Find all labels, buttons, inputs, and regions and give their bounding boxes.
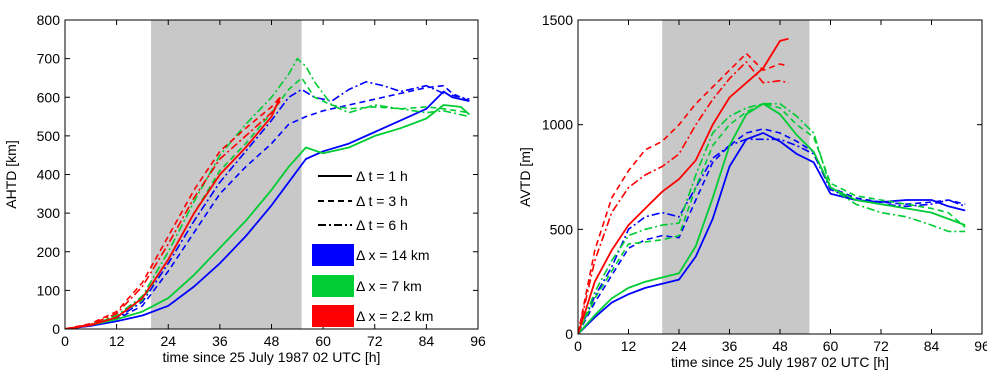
y-tick-label: 200 bbox=[37, 244, 61, 260]
y-tick-label: 700 bbox=[37, 51, 61, 67]
x-tick-label: 12 bbox=[109, 333, 125, 349]
x-tick-label: 12 bbox=[621, 338, 637, 354]
chart-avtd: 0 12 24 36 48 60 72 84 96 0 500 1000 1500 time since … bbox=[517, 12, 987, 370]
series-line-dashdot bbox=[65, 81, 470, 329]
x-tick-label: 60 bbox=[315, 333, 331, 349]
series-line-dashed bbox=[65, 96, 281, 329]
legend: Δ t = 1 h Δ t = 3 h Δ t = 6 h Δ x = 14 km Δ … bbox=[312, 168, 433, 327]
x-tick-label: 48 bbox=[264, 333, 280, 349]
series-group bbox=[578, 37, 966, 334]
series-line-solid bbox=[578, 102, 966, 334]
y-axis-label: AVTD [m] bbox=[517, 147, 533, 207]
y-tick-label: 1000 bbox=[542, 117, 573, 133]
legend-label: Δ t = 1 h bbox=[356, 168, 408, 184]
series-line-dashed bbox=[578, 52, 789, 334]
x-tick-label: 60 bbox=[823, 338, 839, 354]
series-line-dashed bbox=[578, 102, 966, 334]
x-tick-label: 84 bbox=[924, 338, 940, 354]
x-tick-label: 0 bbox=[61, 333, 69, 349]
series-line-dashed bbox=[65, 84, 470, 329]
legend-label: Δ x = 2.2 km bbox=[356, 308, 433, 324]
y-tick-label: 400 bbox=[37, 167, 61, 183]
y-tick-label: 300 bbox=[37, 205, 61, 221]
legend-label: Δ t = 3 h bbox=[356, 193, 408, 209]
x-tick-label: 0 bbox=[574, 338, 582, 354]
x-tick-label: 36 bbox=[212, 333, 228, 349]
series-line-solid bbox=[65, 90, 470, 329]
x-tick-label: 48 bbox=[772, 338, 788, 354]
legend-swatch bbox=[312, 275, 354, 297]
x-tick-label: 24 bbox=[160, 333, 176, 349]
x-tick-label: 96 bbox=[974, 338, 987, 354]
legend-swatch bbox=[312, 244, 354, 266]
y-tick-label: 0 bbox=[52, 321, 60, 337]
legend-swatch bbox=[312, 305, 354, 327]
x-tick-label: 24 bbox=[671, 338, 687, 354]
x-tick-label: 96 bbox=[470, 333, 486, 349]
x-tick-label: 84 bbox=[419, 333, 435, 349]
legend-label: Δ x = 14 km bbox=[356, 247, 430, 263]
y-tick-label: 1500 bbox=[542, 12, 573, 28]
x-tick-label: 72 bbox=[367, 333, 383, 349]
x-tick-label: 72 bbox=[873, 338, 889, 354]
series-line-dashdot bbox=[65, 100, 281, 329]
shaded-interval bbox=[662, 20, 810, 334]
y-tick-label: 100 bbox=[37, 282, 61, 298]
series-line-dashdot bbox=[65, 57, 470, 329]
series-line-dashdot bbox=[578, 61, 789, 334]
y-tick-label: 600 bbox=[37, 89, 61, 105]
x-axis-label: time since 25 July 1987 02 UTC [h] bbox=[671, 354, 889, 370]
series-line-dashdot bbox=[578, 102, 966, 334]
series-group bbox=[65, 57, 471, 329]
y-tick-label: 800 bbox=[37, 12, 61, 28]
y-tick-label: 500 bbox=[37, 128, 61, 144]
chart-ahtd: 0 12 24 36 48 60 72 84 96 0 100 200 300 400 500 600 700 8… bbox=[3, 12, 486, 365]
series-line-solid bbox=[578, 37, 789, 334]
series-line-dashdot bbox=[578, 138, 966, 334]
series-line-solid bbox=[578, 132, 966, 334]
y-tick-label: 0 bbox=[565, 326, 573, 342]
y-axis-label: AHTD [km] bbox=[3, 140, 19, 208]
series-line-solid bbox=[65, 104, 471, 329]
legend-label: Δ x = 7 km bbox=[356, 278, 422, 294]
x-tick-label: 36 bbox=[722, 338, 738, 354]
legend-label: Δ t = 6 h bbox=[356, 217, 408, 233]
series-line-solid bbox=[65, 96, 281, 329]
y-tick-label: 500 bbox=[550, 221, 574, 237]
x-axis-label: time since 25 July 1987 02 UTC [h] bbox=[163, 349, 381, 365]
